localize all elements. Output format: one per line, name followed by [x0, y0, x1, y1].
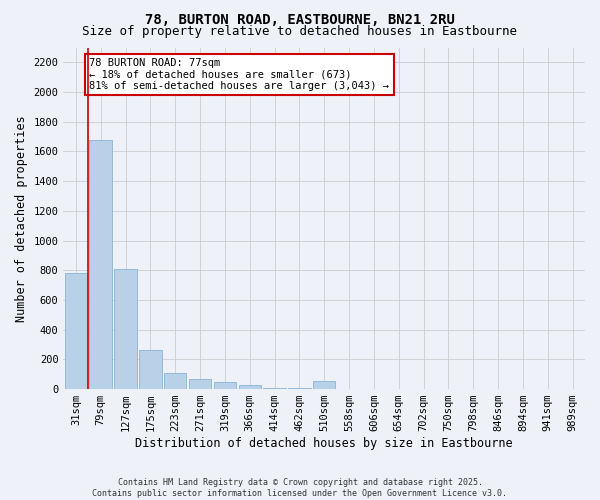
- Text: Size of property relative to detached houses in Eastbourne: Size of property relative to detached ho…: [83, 25, 517, 38]
- X-axis label: Distribution of detached houses by size in Eastbourne: Distribution of detached houses by size …: [136, 437, 513, 450]
- Bar: [89, 140, 112, 389]
- Text: 78, BURTON ROAD, EASTBOURNE, BN21 2RU: 78, BURTON ROAD, EASTBOURNE, BN21 2RU: [145, 12, 455, 26]
- Bar: [239, 384, 261, 389]
- Bar: [115, 269, 137, 389]
- Bar: [288, 388, 311, 389]
- Y-axis label: Number of detached properties: Number of detached properties: [15, 115, 28, 322]
- Bar: [214, 382, 236, 389]
- Bar: [164, 372, 187, 389]
- Bar: [189, 380, 211, 389]
- Text: 78 BURTON ROAD: 77sqm
← 18% of detached houses are smaller (673)
81% of semi-det: 78 BURTON ROAD: 77sqm ← 18% of detached …: [89, 58, 389, 91]
- Bar: [65, 273, 87, 389]
- Bar: [313, 381, 335, 389]
- Text: Contains HM Land Registry data © Crown copyright and database right 2025.
Contai: Contains HM Land Registry data © Crown c…: [92, 478, 508, 498]
- Bar: [263, 388, 286, 389]
- Bar: [139, 350, 161, 389]
